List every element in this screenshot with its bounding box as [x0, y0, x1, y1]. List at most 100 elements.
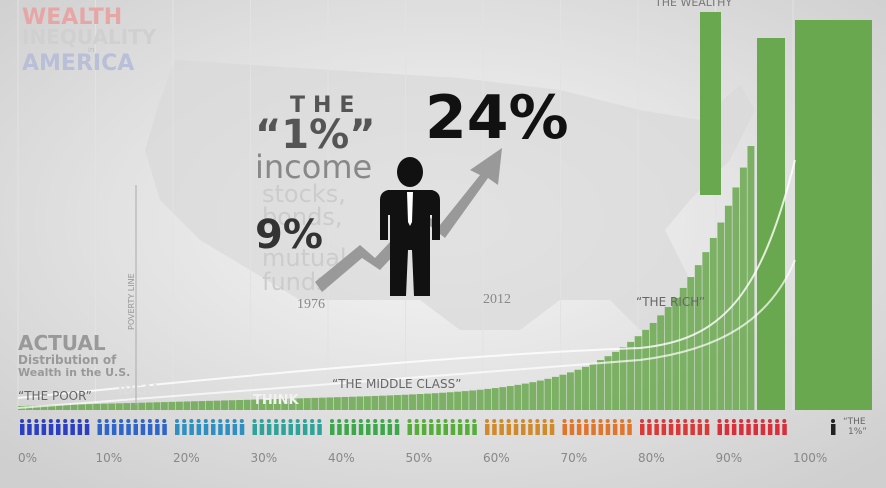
person-icon [344, 419, 349, 423]
person-icon [704, 424, 710, 435]
person-icon [380, 157, 440, 296]
wealth-column [93, 403, 101, 410]
person-icon [140, 424, 146, 435]
person-icon [753, 424, 758, 435]
trend-arrow [315, 148, 502, 292]
person-icon [457, 424, 463, 435]
axis-label: 60% [483, 451, 510, 465]
person-icon [126, 419, 131, 423]
wealth-column [33, 405, 40, 410]
person-icon [407, 424, 412, 435]
person-icon [760, 424, 766, 435]
person-icon [56, 419, 60, 423]
person-icon [310, 419, 315, 423]
person-icon [584, 419, 589, 423]
person-icon [704, 419, 709, 423]
person-icon [443, 424, 448, 435]
person-icon [436, 419, 441, 423]
person-icon [542, 424, 548, 435]
person-icon [731, 424, 737, 435]
person-icon [760, 419, 765, 423]
person-icon [41, 419, 46, 423]
person-icon [232, 419, 237, 423]
wealth-column [251, 399, 259, 410]
title-line: INEQUALITY [22, 25, 157, 49]
wealth-column [326, 397, 334, 410]
person-icon [63, 419, 68, 423]
person-icon [506, 419, 511, 423]
person-icon [252, 424, 257, 435]
panel-text: 9% [255, 212, 323, 258]
axis-label: 70% [561, 451, 588, 465]
person-icon [782, 419, 787, 423]
person-icon [584, 424, 589, 435]
person-icon [281, 419, 286, 423]
person-icon [351, 424, 357, 435]
person-icon [450, 424, 456, 435]
wealth-column [228, 400, 236, 410]
person-icon [288, 419, 293, 423]
person-icon [513, 424, 519, 435]
person-icon [317, 419, 322, 423]
person-icon [731, 419, 736, 423]
person-icon [140, 419, 145, 423]
person-icon [111, 424, 117, 435]
person-icon [189, 419, 194, 423]
person-icon [337, 419, 342, 423]
person-icon [598, 424, 603, 435]
wealth-column [70, 404, 78, 410]
wealth-column [130, 402, 138, 410]
person-icon [189, 424, 194, 435]
person-icon [252, 419, 257, 423]
person-icon [697, 419, 702, 423]
person-icon [654, 424, 659, 435]
panel-text: “1%” [255, 112, 376, 158]
person-icon [576, 424, 582, 435]
wealth-column [190, 401, 198, 410]
person-icon [465, 419, 470, 423]
person-icon [239, 419, 244, 423]
person-icon [302, 424, 308, 435]
title-line: WEALTH [22, 5, 122, 30]
person-icon [337, 424, 342, 435]
panel-text: 2012 [483, 292, 511, 307]
person-icon [697, 424, 703, 435]
us-map [145, 60, 755, 330]
person-icon [259, 424, 265, 435]
person-icon [521, 424, 526, 435]
person-icon [162, 419, 167, 423]
wealth-column [108, 403, 116, 410]
group-label: THINK [253, 393, 299, 408]
wealth-column [363, 396, 371, 410]
person-icon [155, 419, 160, 423]
wealth-column [401, 394, 409, 410]
person-icon [162, 424, 167, 435]
person-icon [196, 419, 201, 423]
wealth-column [123, 403, 131, 410]
person-icon [690, 424, 695, 435]
wealth-column [115, 403, 123, 410]
person-icon [266, 424, 272, 435]
title-line: in [88, 46, 94, 54]
wealth-column [612, 351, 620, 410]
person-icon [562, 419, 567, 423]
person-icon [605, 424, 611, 435]
wealth-column [341, 396, 349, 410]
person-icon [97, 419, 102, 423]
wealth-column [476, 389, 484, 410]
group-label: THE WEALTHY [654, 0, 732, 9]
axis-label: 100% [793, 451, 827, 465]
wealth-column [55, 404, 63, 410]
wealth-column [544, 378, 552, 410]
wealth-column [183, 401, 191, 410]
wealth-column [551, 376, 559, 410]
group-label: “THE MIDDLE CLASS” [332, 377, 461, 391]
person-icon [717, 419, 722, 423]
axis-label: 0% [18, 451, 37, 465]
person-icon [48, 419, 53, 423]
person-icon [387, 419, 392, 423]
person-icon [175, 419, 179, 423]
wealth-column [281, 398, 289, 410]
wealth-column [63, 404, 71, 410]
panel-text: bonds, [262, 203, 343, 231]
